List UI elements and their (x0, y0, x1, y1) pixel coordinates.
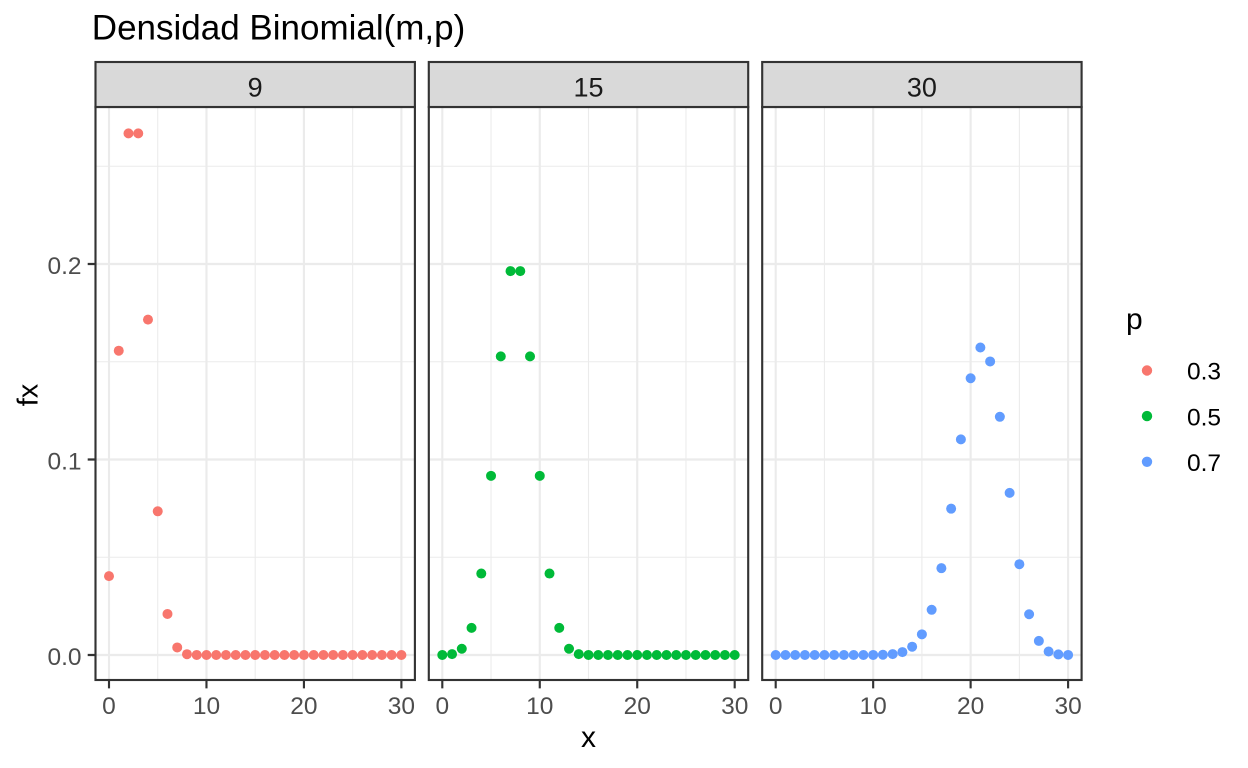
svg-text:30: 30 (388, 693, 415, 720)
svg-text:p: p (1126, 303, 1143, 336)
svg-text:15: 15 (573, 73, 603, 103)
svg-text:30: 30 (907, 73, 937, 103)
svg-text:10: 10 (193, 693, 220, 720)
svg-text:0.1: 0.1 (47, 449, 81, 476)
svg-text:x: x (581, 721, 596, 754)
svg-text:0.0: 0.0 (47, 644, 81, 671)
svg-text:0.3: 0.3 (1187, 359, 1221, 386)
svg-text:0: 0 (435, 693, 449, 720)
svg-text:0: 0 (102, 693, 116, 720)
svg-text:10: 10 (526, 693, 553, 720)
svg-text:30: 30 (1054, 693, 1081, 720)
svg-text:10: 10 (860, 693, 887, 720)
svg-text:20: 20 (957, 693, 984, 720)
svg-text:Densidad Binomial(m,p): Densidad Binomial(m,p) (92, 9, 465, 48)
svg-text:fx: fx (13, 383, 45, 406)
svg-text:0.5: 0.5 (1187, 404, 1221, 431)
svg-text:20: 20 (624, 693, 651, 720)
svg-text:0: 0 (769, 693, 783, 720)
svg-text:0.7: 0.7 (1187, 450, 1221, 477)
svg-text:9: 9 (248, 73, 263, 103)
svg-text:30: 30 (721, 693, 748, 720)
svg-text:20: 20 (290, 693, 317, 720)
svg-text:0.2: 0.2 (47, 253, 81, 280)
